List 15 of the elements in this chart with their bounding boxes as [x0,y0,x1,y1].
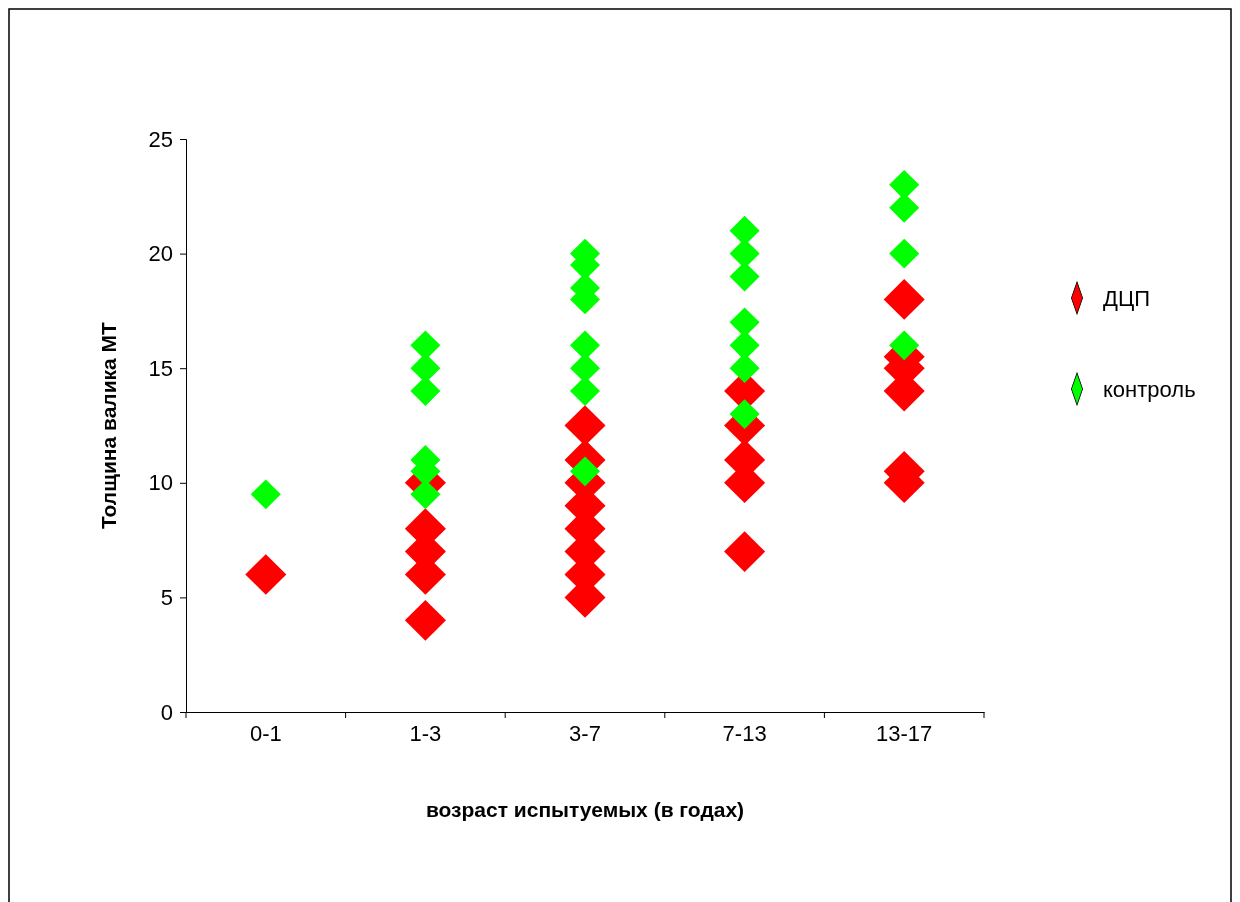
x-axis-title: возраст испытуемых (в годах) [425,798,745,821]
y-tick-label: 0 [160,699,173,725]
y-tick-label: 10 [148,470,173,496]
y-tick-label: 20 [148,241,173,267]
y-tick-label: 5 [160,584,173,610]
y-tick-label: 25 [148,126,173,152]
legend-label: контроль [1103,377,1196,402]
x-tick-label: 1-3 [409,721,442,746]
x-tick-label: 0-1 [249,721,282,746]
y-axis-title: Толщина валика МТ [97,321,120,529]
x-tick-label: 7-13 [722,721,767,746]
legend-label: ДЦП [1103,286,1150,311]
x-tick-label: 13-17 [876,721,933,746]
y-tick-label: 15 [148,355,173,381]
x-tick-label: 3-7 [569,721,601,746]
